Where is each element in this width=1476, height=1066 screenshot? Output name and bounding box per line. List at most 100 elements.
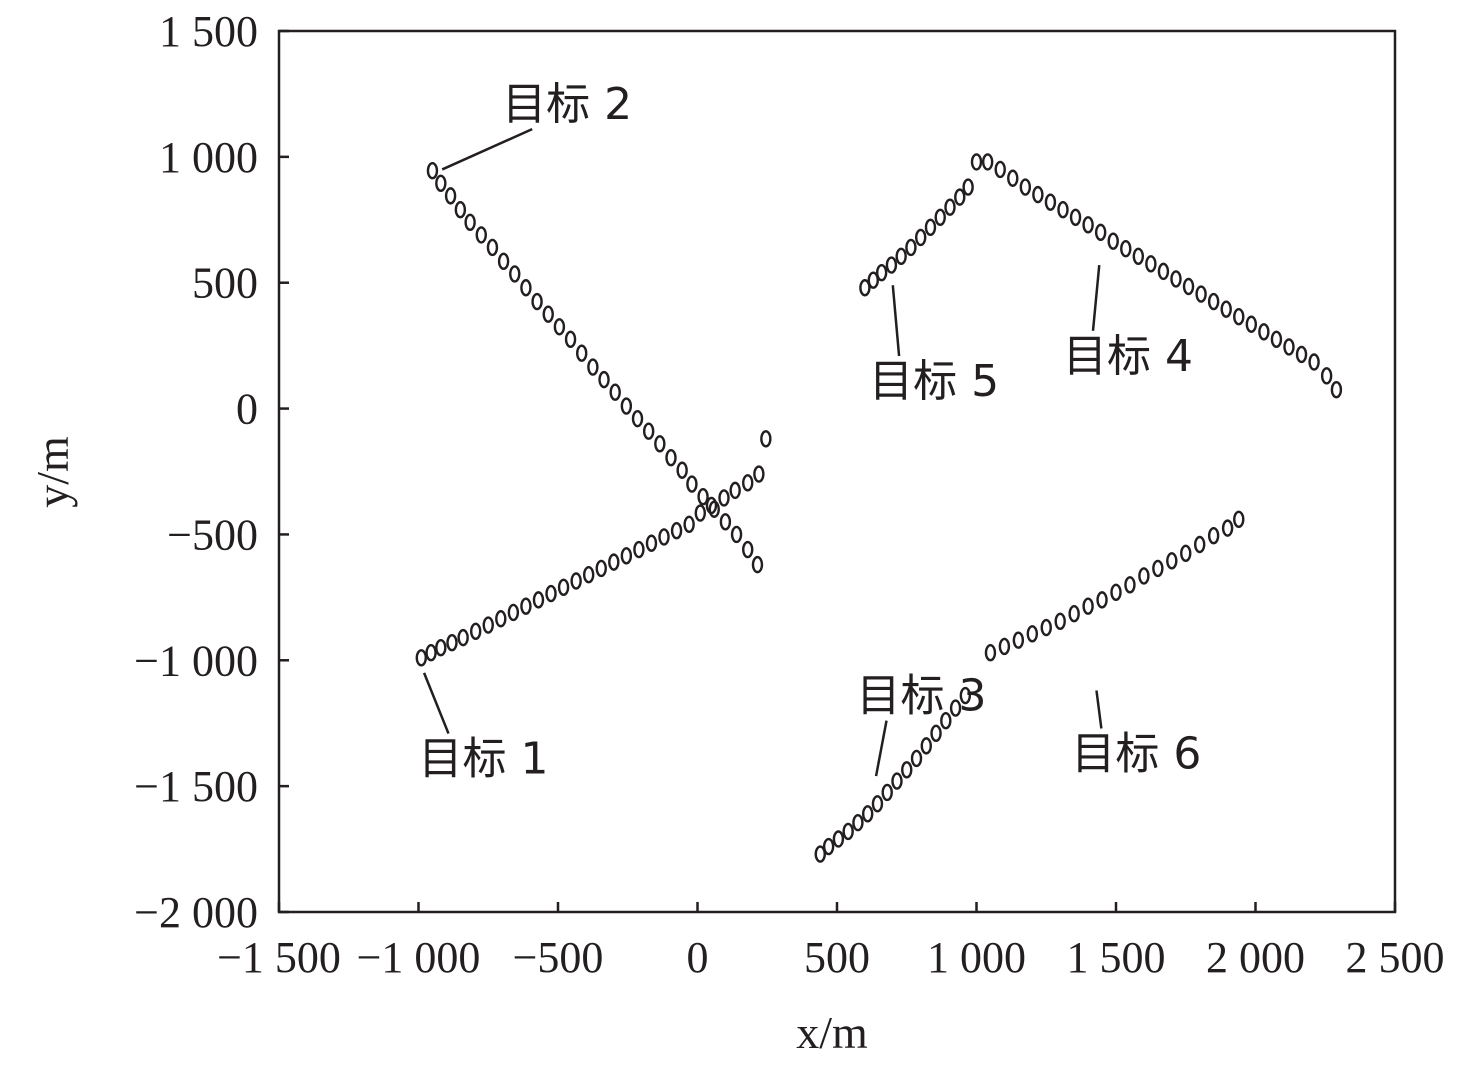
data-point	[742, 540, 754, 559]
data-point	[915, 228, 927, 247]
data-point	[509, 265, 521, 283]
data-point	[959, 686, 972, 705]
data-point	[1308, 353, 1320, 371]
data-point	[1233, 510, 1245, 529]
y-tick-label: 0	[236, 385, 258, 434]
data-point	[1145, 255, 1157, 273]
data-point	[694, 504, 706, 522]
data-point	[1220, 300, 1232, 318]
data-point	[852, 813, 864, 832]
data-point	[1094, 223, 1107, 242]
data-point	[532, 591, 545, 609]
data-point	[454, 201, 467, 219]
data-point	[564, 330, 577, 349]
data-point	[542, 305, 554, 323]
annotation-layer: 目标 1 目标 2 目标 3 目标 4 目标 5 目标 6	[419, 79, 1202, 784]
data-point	[895, 247, 907, 265]
series-5	[859, 153, 983, 297]
data-point	[729, 481, 741, 500]
data-point	[730, 525, 743, 544]
y-tick-label: −500	[167, 510, 258, 559]
data-point	[633, 540, 645, 559]
data-point	[867, 271, 879, 289]
data-point	[760, 430, 772, 448]
series-1	[415, 430, 772, 667]
data-point	[1054, 612, 1066, 630]
data-point	[885, 256, 898, 274]
x-tick-label: 500	[804, 933, 870, 982]
data-point	[924, 218, 937, 237]
data-point	[934, 208, 946, 226]
x-tick-label: 2 000	[1206, 933, 1305, 982]
data-point	[670, 521, 683, 540]
data-point	[620, 397, 633, 415]
data-point	[901, 761, 913, 779]
data-point	[1082, 597, 1094, 615]
data-point	[1166, 552, 1178, 570]
data-point	[1068, 605, 1080, 623]
data-point	[981, 153, 994, 171]
data-point	[1207, 526, 1220, 545]
data-point	[861, 805, 874, 823]
data-point	[1245, 315, 1258, 333]
data-point	[718, 489, 730, 507]
y-tick-label: −1 000	[134, 636, 258, 685]
y-tick-label: −1 500	[134, 762, 258, 811]
series-layer	[415, 153, 1343, 863]
data-point	[1096, 591, 1108, 609]
leader-line	[441, 127, 533, 171]
data-point	[1193, 535, 1206, 554]
data-point	[1320, 367, 1333, 385]
series-4	[981, 153, 1343, 399]
data-point	[814, 845, 826, 863]
data-point	[582, 566, 595, 584]
data-point	[1026, 625, 1039, 643]
data-point	[676, 461, 688, 479]
data-point	[1221, 519, 1234, 537]
data-point	[576, 344, 588, 362]
data-point	[1195, 285, 1207, 303]
data-point	[962, 178, 974, 196]
data-point	[507, 603, 520, 622]
data-point	[910, 749, 923, 768]
data-point	[520, 597, 532, 615]
data-point	[495, 610, 507, 628]
data-point	[1124, 576, 1136, 594]
data-point	[1295, 345, 1308, 364]
data-point	[464, 213, 476, 232]
data-point	[654, 435, 666, 453]
data-point	[891, 772, 903, 790]
data-point	[920, 737, 932, 755]
x-tick-label: 2 500	[1346, 933, 1445, 982]
data-point	[426, 162, 439, 180]
data-point	[970, 153, 983, 171]
data-point	[587, 358, 599, 376]
data-point	[608, 553, 620, 571]
y-tick-label: −2 000	[134, 888, 258, 937]
data-point	[645, 534, 658, 552]
leader-line	[891, 285, 901, 357]
data-point	[1040, 618, 1052, 637]
data-point	[1082, 216, 1094, 234]
x-axis-ticks: −1 500 −1 000 −500 0 500 1 000 1 500 2 000 2 500	[217, 902, 1445, 982]
data-point	[1330, 380, 1343, 399]
data-point	[1207, 292, 1220, 311]
series-label: 目标 1	[419, 734, 549, 785]
leader-line	[1091, 264, 1101, 331]
data-point	[1152, 559, 1164, 578]
data-point	[994, 160, 1006, 179]
data-point	[545, 584, 557, 603]
data-point	[435, 174, 447, 192]
data-point	[1069, 208, 1082, 226]
data-point	[553, 318, 566, 336]
series-3	[814, 686, 972, 863]
data-point	[881, 783, 893, 802]
data-point	[531, 292, 543, 311]
series-label: 目标 5	[869, 356, 999, 407]
data-point	[444, 187, 457, 205]
data-point	[1283, 338, 1295, 356]
data-point	[469, 622, 482, 641]
data-point	[642, 422, 655, 440]
x-tick-label: −500	[513, 933, 604, 982]
leader-line	[874, 720, 888, 777]
